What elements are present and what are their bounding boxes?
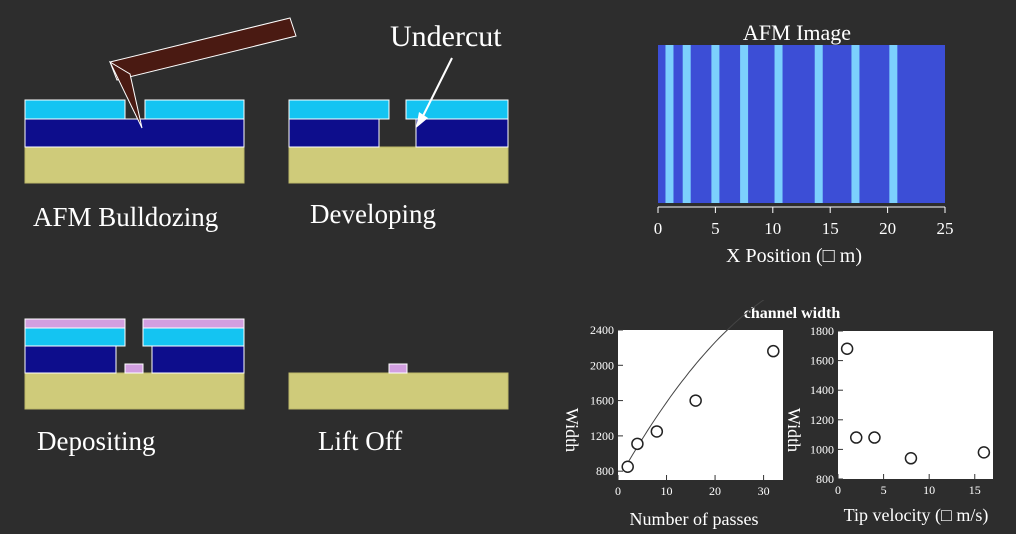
afm-title: AFM Image (743, 20, 851, 45)
x-tick-label: 30 (758, 484, 770, 498)
afm-stripe (740, 45, 749, 203)
data-point (840, 342, 854, 356)
velocity-xlabel: Tip velocity (□ m/s) (844, 505, 989, 526)
oxide-right (151, 345, 245, 374)
afm-tick-label: 10 (764, 219, 781, 238)
afm-image-frame (658, 45, 945, 203)
resist-left (288, 99, 390, 120)
resist-right (405, 99, 509, 120)
step-label-developing: Developing (310, 199, 436, 229)
afm-stripe (682, 45, 691, 203)
x-tick-label: 0 (615, 484, 621, 498)
process-diagram (24, 17, 509, 410)
passes-plot-area (618, 330, 783, 480)
channel-width-charts: channel width Width Number of passes 800… (562, 300, 993, 529)
y-tick-label: 1800 (810, 324, 834, 338)
afm-stripe (711, 45, 720, 203)
y-tick-label: 1000 (810, 442, 834, 456)
substrate-layer (288, 372, 509, 410)
step-label-liftoff: Lift Off (318, 426, 403, 456)
data-point (689, 394, 702, 407)
x-tick-label: 10 (661, 484, 673, 498)
metal-wire (388, 363, 408, 374)
substrate-layer (288, 146, 509, 184)
afm-ticks: 0 5 10 15 20 25 (654, 207, 954, 238)
callout-undercut: Undercut (390, 20, 502, 53)
undercut-pointer (421, 57, 453, 119)
y-tick-label: 1400 (810, 383, 834, 397)
metal-left (24, 318, 126, 329)
x-tick-label: 10 (923, 483, 935, 497)
oxide-left (24, 345, 117, 374)
afm-stripe (851, 45, 860, 203)
y-tick-label: 1600 (810, 354, 834, 368)
y-tick-label: 1200 (590, 429, 614, 443)
metal-right (142, 318, 245, 329)
afm-stripe (814, 45, 823, 203)
x-tick-label: 5 (881, 483, 887, 497)
data-point (849, 431, 863, 444)
resist-right (142, 327, 245, 347)
afm-tick-label: 25 (937, 219, 954, 238)
afm-tick-label: 0 (654, 219, 663, 238)
x-tick-label: 0 (835, 483, 841, 497)
x-tick-label: 20 (709, 484, 721, 498)
resist-left (24, 99, 126, 120)
afm-tick-label: 15 (822, 219, 839, 238)
panel-developing (288, 57, 509, 184)
substrate-layer (24, 372, 245, 410)
y-tick-label: 800 (816, 472, 834, 486)
data-point (650, 425, 664, 438)
step-label-bulldozing: AFM Bulldozing (33, 202, 219, 232)
y-tick-label: 1200 (810, 413, 834, 427)
afm-stripe (889, 45, 898, 203)
data-point (977, 446, 991, 459)
afm-stripe (774, 45, 783, 203)
velocity-chart: Width Tip velocity (□ m/s) 800 1000 1200 14… (784, 324, 993, 526)
metal-channel (124, 363, 144, 374)
panel-depositing (24, 318, 245, 410)
afm-xlabel: X Position (□ m) (726, 245, 862, 267)
resist-left (24, 327, 126, 347)
data-point (767, 344, 780, 358)
afm-stripe (665, 45, 674, 203)
velocity-ylabel: Width (784, 408, 804, 452)
passes-ylabel: Width (562, 408, 582, 452)
passes-chart: Width Number of passes 800 1200 1600 2000 24… (562, 300, 783, 529)
resist-right (144, 99, 245, 120)
step-label-depositing: Depositing (37, 426, 156, 456)
data-point (631, 437, 644, 451)
oxide-left (288, 118, 380, 148)
y-tick-label: 2000 (590, 358, 614, 372)
fit-curve (624, 300, 765, 468)
data-point (621, 460, 634, 474)
panel-bulldozing (24, 17, 297, 184)
undercut-arrowhead (416, 112, 428, 128)
afm-tick-label: 20 (879, 219, 896, 238)
y-tick-label: 2400 (590, 323, 614, 337)
afm-cantilever (109, 17, 297, 81)
afm-image-chart: AFM Image 0 5 10 15 20 25 X Position (□ m) (654, 20, 954, 267)
x-tick-label: 15 (969, 483, 981, 497)
data-point (904, 452, 918, 465)
afm-tip (108, 60, 143, 129)
passes-xlabel: Number of passes (630, 509, 759, 529)
afm-stripes (665, 45, 898, 203)
substrate-layer (24, 146, 245, 184)
oxide-right (415, 118, 509, 148)
afm-tick-label: 5 (711, 219, 720, 238)
data-point (868, 431, 881, 444)
oxide-layer (24, 118, 245, 148)
y-tick-label: 800 (596, 464, 614, 478)
y-tick-label: 1600 (590, 394, 614, 408)
channel-width-title: channel width (744, 305, 841, 322)
panel-liftoff (288, 363, 509, 410)
